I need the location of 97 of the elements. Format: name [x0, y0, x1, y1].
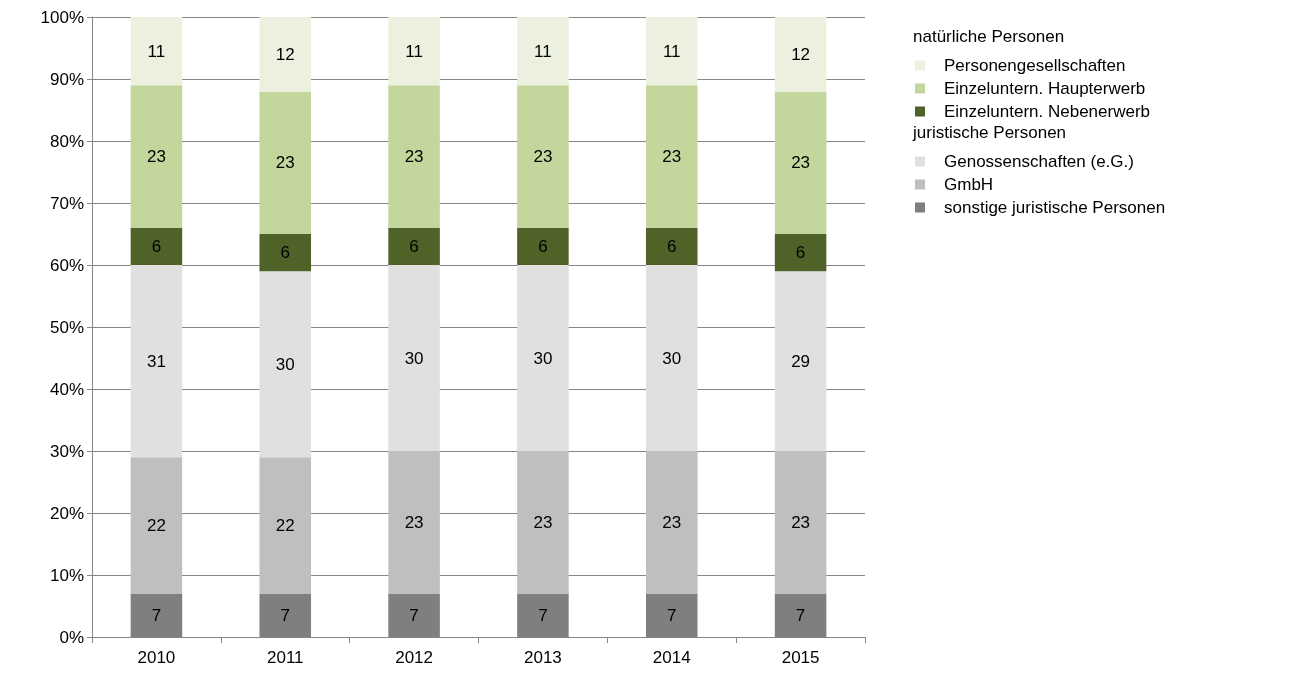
data-label: 23: [662, 147, 682, 166]
data-label: 29: [791, 351, 811, 371]
bar: [517, 593, 569, 637]
data-label: 23: [791, 512, 811, 532]
data-label: 23: [533, 512, 553, 532]
y-tick-label: 80%: [49, 131, 84, 151]
data-label: 23: [404, 512, 424, 532]
bar: [130, 17, 183, 86]
data-label: 22: [275, 515, 295, 535]
bar: [645, 593, 698, 637]
bar: [259, 17, 312, 92]
data-label: 30: [662, 348, 682, 368]
data-label: 11: [147, 41, 166, 61]
bar: [774, 593, 827, 637]
y-tick-label: 70%: [49, 193, 84, 213]
data-label: 7: [538, 605, 548, 625]
data-label: 23: [146, 147, 166, 166]
text: juristische Personen: [912, 123, 1067, 142]
bar: [774, 271, 827, 451]
bar: [388, 265, 440, 451]
bar: [645, 227, 698, 265]
bar: [130, 85, 183, 228]
data-label: 7: [280, 605, 290, 625]
bar: [259, 457, 312, 594]
data-label: 6: [538, 236, 548, 256]
data-label: 7: [795, 605, 806, 625]
data-label: 23: [791, 153, 811, 173]
bar: [774, 91, 827, 234]
legend-label: Personengesellschaften: [944, 56, 1126, 75]
bar: [388, 593, 440, 637]
data-label: 11: [662, 41, 681, 61]
data-label: 7: [151, 605, 162, 625]
bar: [388, 227, 440, 265]
data-label: 11: [534, 41, 552, 61]
data-label: 23: [404, 147, 424, 166]
bar: [517, 85, 569, 228]
bar: [259, 91, 312, 234]
data-label: 6: [667, 236, 677, 256]
legend-label: GmbH: [944, 175, 994, 194]
data-label: 23: [662, 512, 682, 532]
bar: [259, 234, 312, 272]
y-tick-label: 50%: [49, 317, 84, 337]
data-label: 7: [667, 605, 677, 625]
bar: [774, 451, 827, 594]
bar: [645, 85, 698, 228]
y-tick-label: 30%: [49, 441, 84, 461]
y-tick-label: 90%: [49, 69, 84, 89]
bar: [517, 451, 569, 594]
bar: [645, 451, 698, 594]
data-label: 6: [795, 243, 806, 263]
bar: [388, 451, 440, 594]
y-tick-label: 10%: [49, 565, 84, 585]
data-label: 6: [151, 236, 162, 256]
bar: [517, 17, 569, 86]
x-tick-label: 2013: [524, 648, 562, 667]
data-label: 6: [409, 236, 419, 256]
data-label: 7: [409, 605, 419, 625]
legend-label: sonstige juristische Personen: [944, 198, 1166, 217]
data-label: 23: [533, 147, 553, 166]
x-tick-label: 2012: [395, 648, 433, 667]
data-label: 23: [275, 153, 295, 173]
data-label: 30: [533, 348, 553, 368]
y-tick-label: 20%: [49, 503, 84, 523]
legend-label: Einzeluntern. Haupterwerb: [944, 79, 1146, 98]
bar: [130, 457, 183, 594]
bar: [645, 265, 698, 451]
data-label: 12: [791, 44, 811, 64]
bar: [774, 17, 827, 92]
data-label: 6: [280, 243, 290, 263]
y-tick-label: 100%: [40, 7, 84, 27]
data-label: 31: [146, 351, 166, 371]
bar: [130, 593, 183, 637]
legend-label: Genossenschaften (e.G.): [944, 152, 1134, 171]
text: natürliche Personen: [913, 27, 1065, 46]
bar: [645, 17, 698, 86]
data-label: 11: [405, 41, 423, 61]
bar: [388, 85, 440, 228]
x-tick-label: 2011: [266, 648, 304, 667]
legend-label: Einzeluntern. Nebenerwerb: [944, 102, 1151, 121]
y-tick-label: 40%: [49, 379, 84, 399]
bar: [517, 227, 569, 265]
y-tick-label: 60%: [49, 255, 84, 275]
bar: [130, 265, 183, 458]
bar: [517, 265, 569, 451]
data-label: 30: [404, 348, 424, 368]
bar: [774, 234, 827, 272]
x-tick-label: 2014: [652, 648, 691, 667]
bar: [259, 593, 312, 637]
y-tick-label: 0%: [59, 627, 84, 647]
bar: [259, 271, 312, 458]
bar: [130, 227, 183, 265]
bar: [388, 17, 440, 86]
data-label: 12: [275, 44, 295, 64]
x-tick-label: 2010: [137, 648, 176, 667]
data-label: 30: [275, 354, 295, 374]
data-label: 22: [146, 515, 166, 535]
x-tick-label: 2015: [781, 648, 820, 667]
